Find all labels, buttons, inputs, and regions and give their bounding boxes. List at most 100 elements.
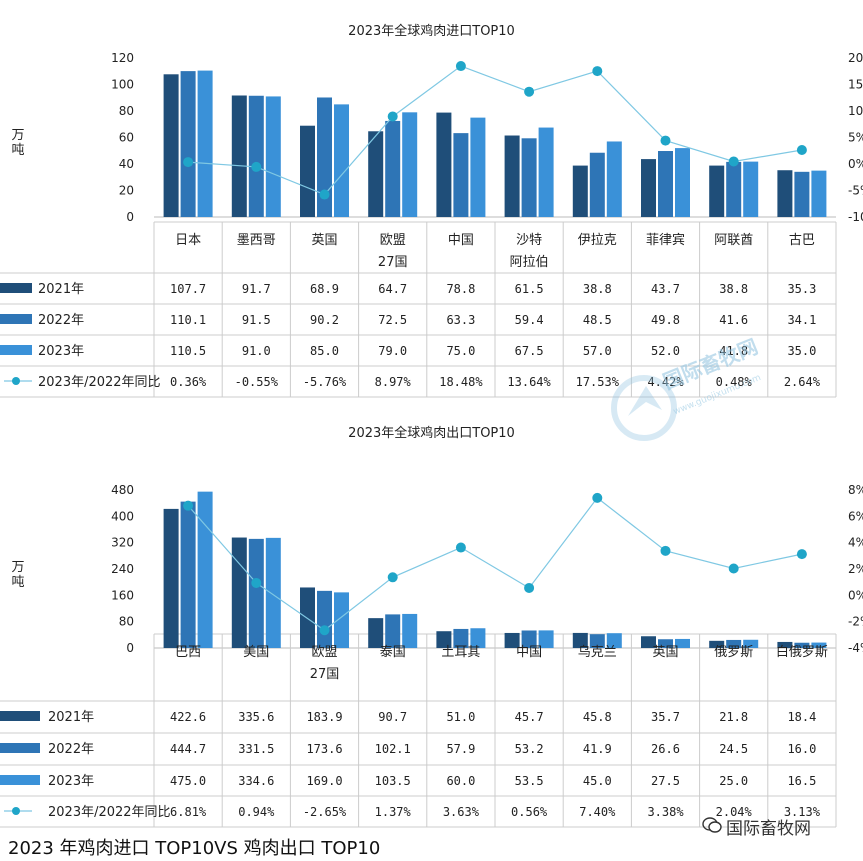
bar-2022年 xyxy=(180,501,196,648)
legend-swatch xyxy=(0,314,32,324)
figure-caption: 2023 年鸡肉进口 TOP10VS 鸡肉出口 TOP10 xyxy=(8,838,381,859)
bar-2022年 xyxy=(385,614,401,648)
legend-swatch xyxy=(0,711,40,721)
category-label: 英国 xyxy=(311,233,337,248)
bar-2023年 xyxy=(265,537,281,648)
table-ratio-value: 3.38% xyxy=(647,805,684,819)
export-chart-svg: 0 80 160 240 320 400 480 -4% -2% 0% 2% 4% 6% 8% 巴西 422.… xyxy=(0,483,863,828)
table-value: 75.0 xyxy=(446,344,475,358)
category-label: 巴西 xyxy=(175,645,201,660)
y-tick-label: 400 xyxy=(111,509,134,523)
legend-ratio-point xyxy=(12,377,20,385)
table-value: 107.7 xyxy=(170,282,206,296)
bar-2023年 xyxy=(743,161,759,217)
category-label: 菲律宾 xyxy=(646,232,685,248)
ratio-point xyxy=(319,189,330,200)
table-value: 63.3 xyxy=(446,313,475,327)
table-ratio-value: 0.56% xyxy=(511,805,548,819)
bar-2022年 xyxy=(589,152,605,217)
category-label: 中国 xyxy=(516,645,542,660)
y-tick-label: 100 xyxy=(111,78,134,92)
table-value: 61.5 xyxy=(515,282,544,296)
table-value: 169.0 xyxy=(306,774,342,788)
bar-2023年 xyxy=(538,127,554,217)
table-value: 45.8 xyxy=(583,710,612,724)
export-chart-title: 2023年全球鸡肉出口TOP10 xyxy=(348,426,515,441)
bar-2022年 xyxy=(248,95,264,217)
table-ratio-value: 2.64% xyxy=(784,375,821,389)
table-value: 49.8 xyxy=(651,313,680,327)
y2-tick-label: 6% xyxy=(848,509,863,523)
legend-swatch xyxy=(0,345,32,355)
import-chart-panel: 2023年全球鸡肉进口TOP10 万吨 0 20 40 60 80 100 120 -10% -… xyxy=(0,0,863,410)
table-value: 85.0 xyxy=(310,344,339,358)
table-value: 331.5 xyxy=(238,742,274,756)
category-label: 欧盟 xyxy=(311,645,337,660)
table-value: 16.5 xyxy=(787,774,816,788)
table-ratio-value: 1.37% xyxy=(375,805,412,819)
bar-2021年 xyxy=(368,618,384,648)
table-value: 90.2 xyxy=(310,313,339,327)
table-ratio-value: 13.64% xyxy=(507,375,551,389)
bar-2023年 xyxy=(334,104,349,217)
table-ratio-value: -5.76% xyxy=(303,375,347,389)
bar-2021年 xyxy=(777,170,793,217)
legend-label: 2021年 xyxy=(38,282,84,297)
y-tick-label: 40 xyxy=(119,157,134,171)
y-tick-label: 0 xyxy=(126,210,134,224)
import-y-axis-label: 万吨 xyxy=(11,128,25,158)
bar-2023年 xyxy=(197,491,213,648)
table-value: 444.7 xyxy=(170,742,206,756)
bar-2021年 xyxy=(709,165,725,217)
bar-2023年 xyxy=(402,112,418,217)
table-value: 68.9 xyxy=(310,282,339,296)
category-label: 英国 xyxy=(652,645,678,660)
table-value: 102.1 xyxy=(375,742,411,756)
ratio-point xyxy=(183,500,194,511)
y2-tick-label: 8% xyxy=(848,483,863,497)
ratio-point xyxy=(796,145,807,156)
watermark-logo-icon xyxy=(611,375,677,441)
legend-label: 2022年 xyxy=(48,742,94,757)
y-tick-label: 0 xyxy=(126,641,134,655)
bar-2021年 xyxy=(231,95,247,217)
bar-2023年 xyxy=(675,148,690,217)
bar-2022年 xyxy=(589,634,605,648)
category-label: 27国 xyxy=(310,667,340,682)
bar-2022年 xyxy=(726,161,742,217)
category-label: 中国 xyxy=(448,233,474,248)
ratio-point xyxy=(660,135,671,146)
table-ratio-value: 7.40% xyxy=(579,805,616,819)
category-label: 阿联酋 xyxy=(714,232,753,248)
legend-label: 2023年/2022年同比 xyxy=(48,805,171,820)
table-value: 51.0 xyxy=(446,710,475,724)
category-label: 墨西哥 xyxy=(237,233,276,248)
y-tick-label: 80 xyxy=(119,104,134,118)
y-tick-label: 120 xyxy=(111,51,134,65)
ratio-point xyxy=(251,577,262,588)
table-value: 57.0 xyxy=(583,344,612,358)
legend-label: 2021年 xyxy=(48,710,94,725)
table-value: 173.6 xyxy=(306,742,342,756)
ratio-point xyxy=(592,492,603,503)
category-label: 白俄罗斯 xyxy=(776,644,828,660)
table-ratio-value: 2.04% xyxy=(716,805,753,819)
y-tick-label: 160 xyxy=(111,588,134,602)
legend-swatch xyxy=(0,283,32,293)
table-ratio-value: 4.42% xyxy=(647,375,684,389)
table-value: 45.7 xyxy=(515,710,544,724)
ratio-point xyxy=(728,563,739,574)
ratio-point xyxy=(455,542,466,553)
table-value: 91.7 xyxy=(242,282,271,296)
y2-tick-label: -5% xyxy=(848,184,863,198)
ratio-point xyxy=(660,545,671,556)
category-label: 泰国 xyxy=(380,645,406,660)
table-value: 24.5 xyxy=(719,742,748,756)
table-value: 335.6 xyxy=(238,710,274,724)
bar-2023年 xyxy=(538,630,554,648)
table-value: 57.9 xyxy=(446,742,475,756)
table-value: 90.7 xyxy=(378,710,407,724)
table-value: 103.5 xyxy=(375,774,411,788)
ratio-point xyxy=(524,86,535,97)
y2-tick-label: 2% xyxy=(848,562,863,576)
